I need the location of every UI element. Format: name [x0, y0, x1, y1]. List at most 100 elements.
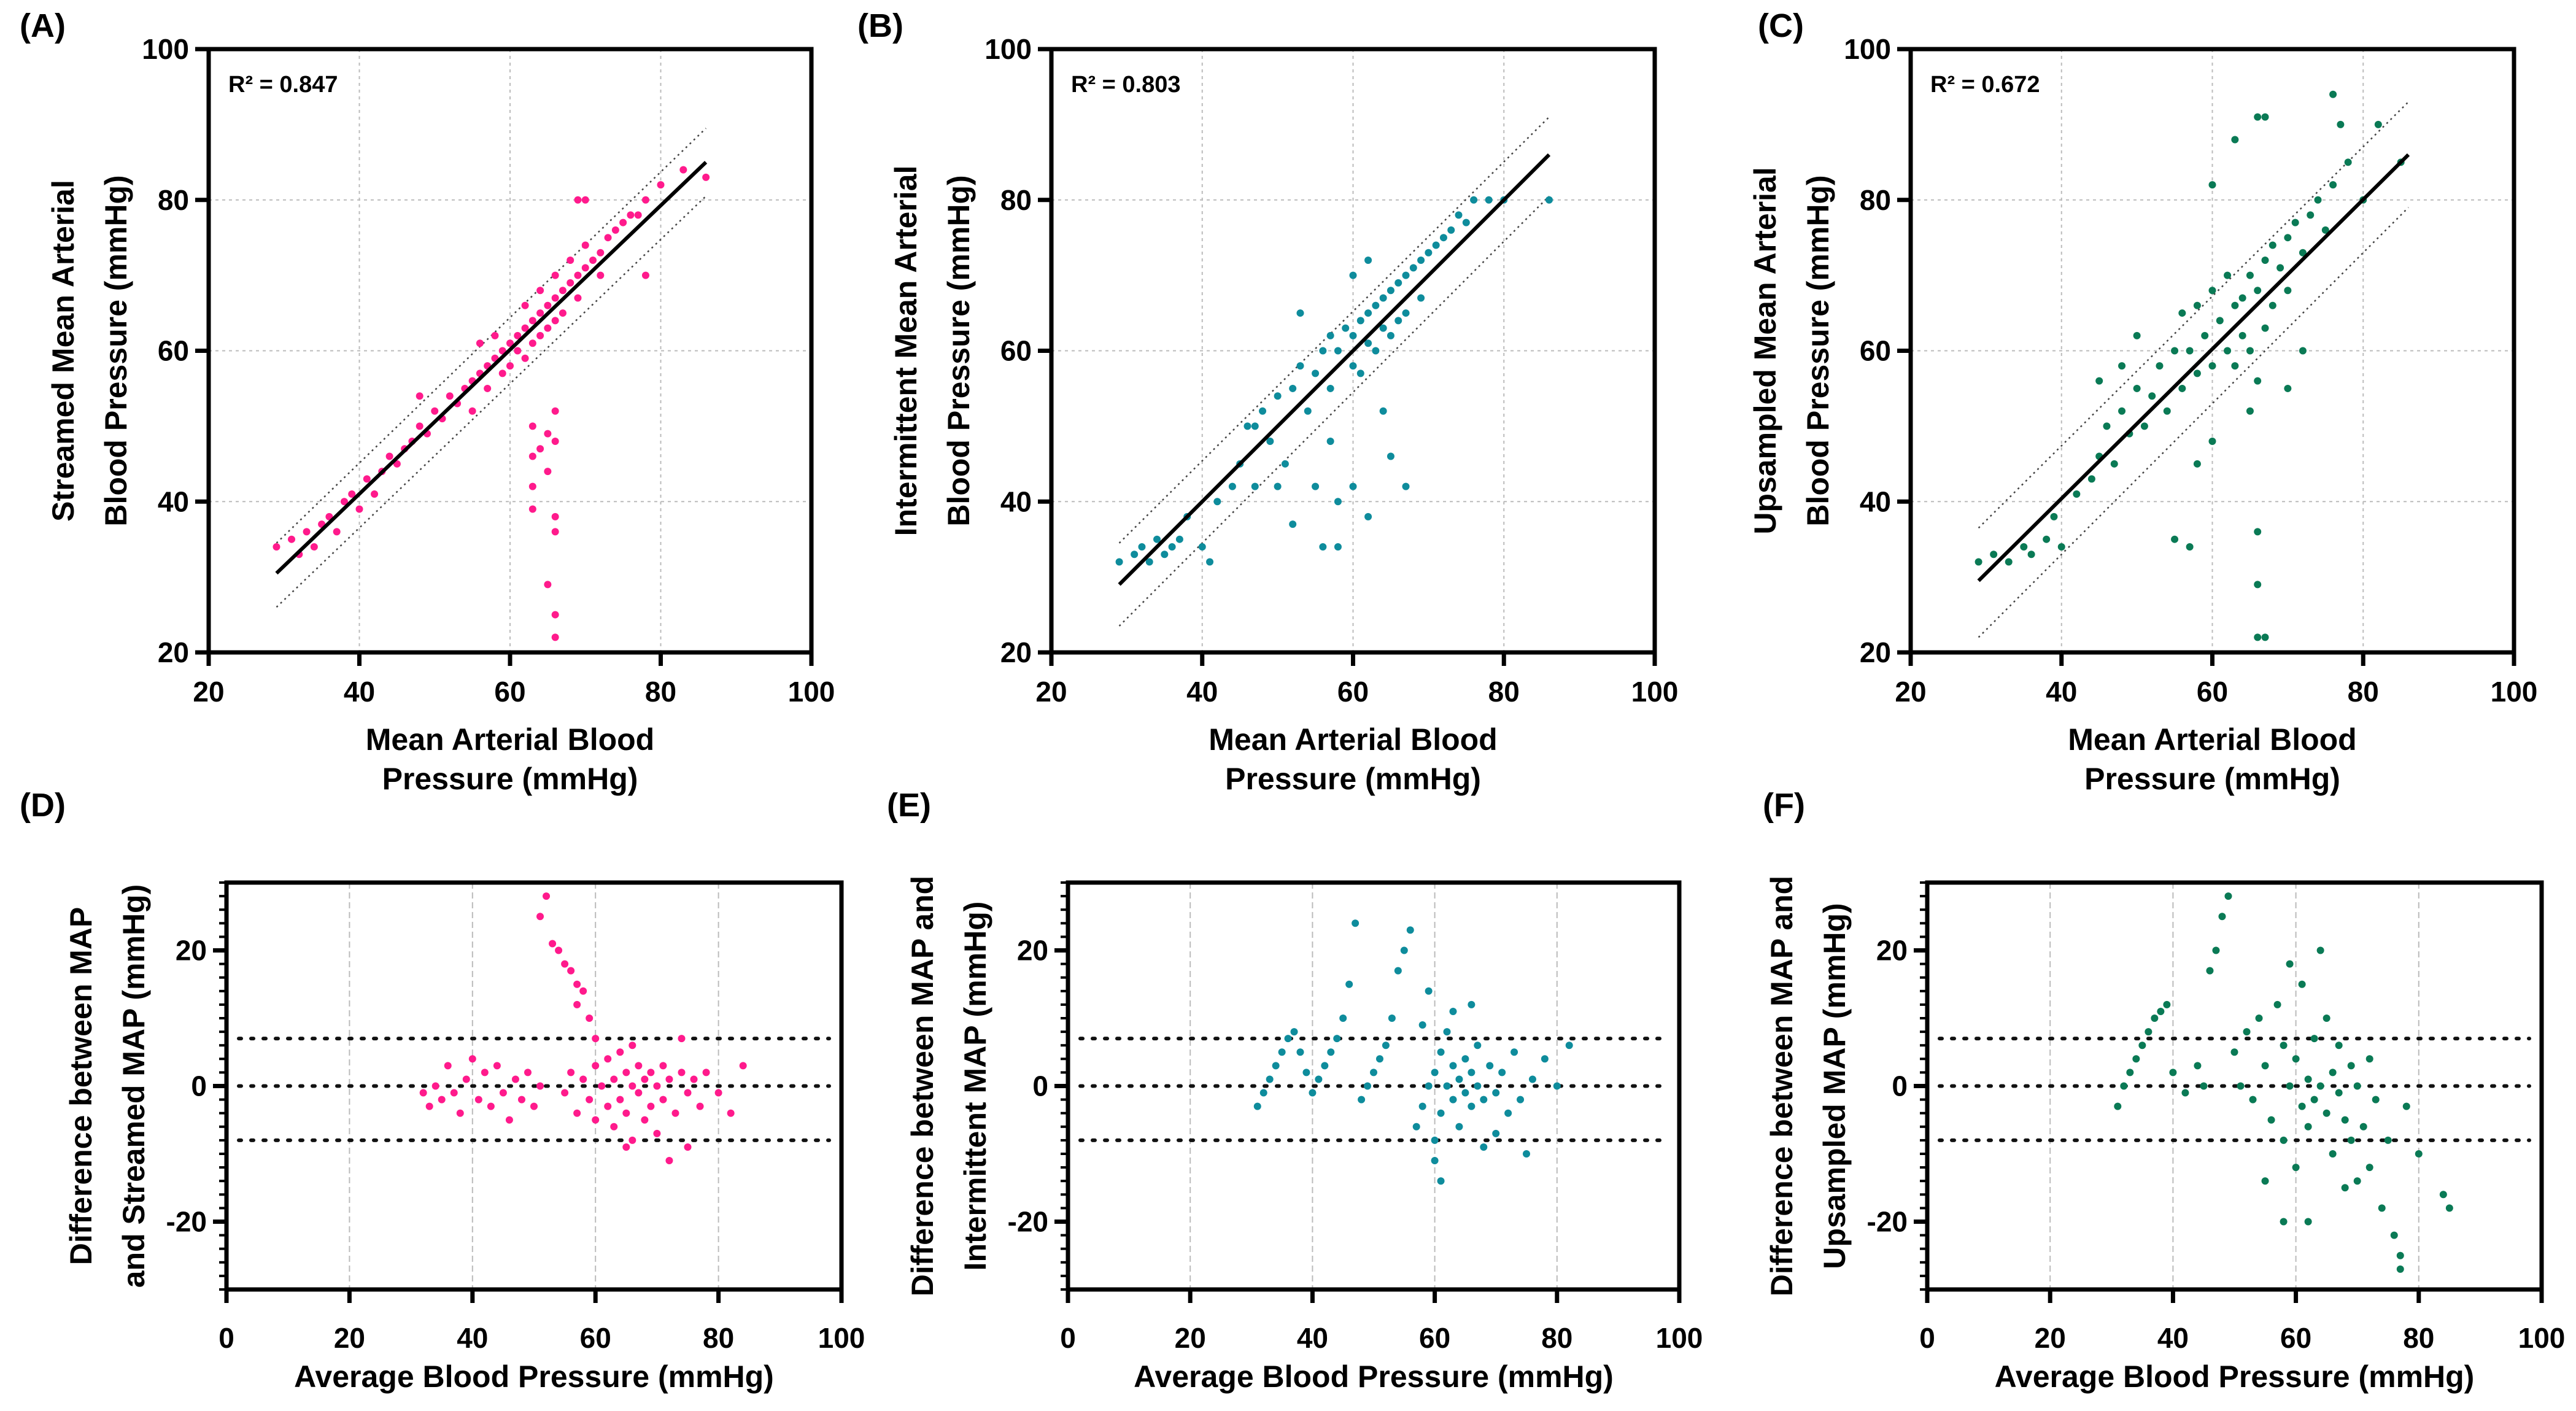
data-point	[1402, 309, 1410, 317]
data-point	[521, 301, 529, 309]
y-axis-label: Blood Pressure (mmHg)	[942, 175, 976, 526]
data-point	[1541, 1055, 1549, 1063]
data-point	[1312, 369, 1320, 377]
data-point	[647, 1102, 655, 1110]
data-point	[1289, 520, 1297, 528]
data-point	[581, 264, 589, 272]
data-point	[499, 1089, 507, 1097]
x-tick-label: 20	[2035, 1322, 2066, 1354]
data-point	[2292, 1055, 2300, 1063]
data-point	[1394, 967, 1402, 975]
y-tick-label: 100	[984, 33, 1032, 65]
data-point	[586, 1015, 594, 1022]
x-tick-label: 40	[2046, 676, 2077, 708]
data-point	[2359, 1123, 2367, 1131]
data-point	[1349, 331, 1357, 339]
data-point	[586, 1096, 594, 1104]
panel-label: (D)	[20, 787, 66, 824]
data-point	[1289, 384, 1297, 392]
data-point	[616, 1096, 624, 1104]
data-point	[1431, 1069, 1439, 1077]
data-point	[567, 279, 574, 287]
data-point	[431, 407, 439, 415]
x-axis-label: Mean Arterial Blood	[366, 722, 654, 757]
y-axis-label: Difference between MAP	[64, 907, 98, 1265]
data-point	[517, 1096, 525, 1104]
data-point	[2304, 1123, 2312, 1131]
data-point	[1418, 1102, 1426, 1110]
data-point	[1206, 558, 1214, 566]
data-point	[2237, 1082, 2245, 1090]
data-point	[567, 1069, 575, 1077]
data-point	[604, 234, 612, 242]
data-point	[528, 317, 536, 325]
panel-a: (A) R² = 0.847 20 40 60 80 100 20 40 60 80 100 Mean …	[20, 7, 835, 796]
data-point	[1290, 1028, 1298, 1036]
data-point	[665, 1157, 673, 1165]
data-point	[2218, 913, 2226, 921]
data-point	[1266, 1075, 1274, 1083]
data-point	[1304, 407, 1312, 415]
data-point	[2347, 1062, 2355, 1070]
data-point	[2307, 211, 2315, 219]
data-point	[1387, 452, 1394, 460]
data-point	[505, 1116, 513, 1124]
y-tick-label: 100	[1844, 33, 1891, 65]
data-point	[581, 196, 589, 204]
data-point	[581, 241, 589, 249]
data-point	[2329, 181, 2337, 189]
data-point	[2384, 1136, 2392, 1144]
data-point	[1418, 1021, 1426, 1029]
x-tick-label: 80	[2403, 1322, 2434, 1354]
y-tick-label: 40	[158, 485, 189, 517]
data-point	[2120, 1082, 2128, 1090]
data-point	[1461, 1055, 1469, 1063]
data-point	[1315, 1075, 1323, 1083]
data-point	[1312, 482, 1320, 490]
data-point	[2201, 331, 2209, 339]
data-point	[2206, 967, 2214, 975]
data-point	[2310, 1096, 2318, 1104]
data-point	[514, 347, 522, 355]
data-point	[1244, 422, 1251, 430]
data-point	[431, 1082, 439, 1090]
data-point	[2212, 946, 2220, 954]
y-tick-label: 20	[158, 636, 189, 668]
data-point	[1402, 482, 1410, 490]
x-tick-label: 20	[1895, 676, 1926, 708]
data-point	[1321, 1062, 1329, 1070]
panel-label: (B)	[857, 7, 903, 44]
data-points	[1975, 90, 2405, 641]
data-point	[2254, 633, 2262, 641]
data-point	[2298, 980, 2306, 988]
data-point	[1296, 362, 1304, 370]
data-point	[1296, 309, 1304, 317]
x-tick-label: 60	[2280, 1322, 2311, 1354]
data-point	[2284, 234, 2292, 242]
data-point	[1402, 271, 1410, 279]
data-point	[1326, 331, 1334, 339]
data-point	[635, 1089, 643, 1097]
data-point	[1364, 257, 1372, 265]
data-point	[416, 422, 424, 430]
data-point	[1439, 234, 1447, 242]
data-point	[2273, 1000, 2281, 1008]
data-point	[2269, 301, 2276, 309]
data-point	[1352, 919, 1360, 927]
data-point	[2095, 377, 2103, 385]
data-point	[1425, 249, 1433, 257]
data-point	[2323, 1109, 2330, 1117]
data-point	[1115, 558, 1123, 566]
y-tick-label: 60	[158, 335, 189, 367]
data-point	[2396, 1251, 2404, 1259]
data-point	[573, 1000, 581, 1008]
x-tick-label: 20	[1035, 676, 1067, 708]
y-tick-label: -20	[1867, 1206, 1908, 1238]
data-point	[1253, 1102, 1261, 1110]
data-point	[474, 1096, 482, 1104]
data-point	[1406, 926, 1414, 934]
data-point	[468, 407, 476, 415]
data-point	[2208, 287, 2216, 295]
data-point	[1425, 1082, 1433, 1090]
